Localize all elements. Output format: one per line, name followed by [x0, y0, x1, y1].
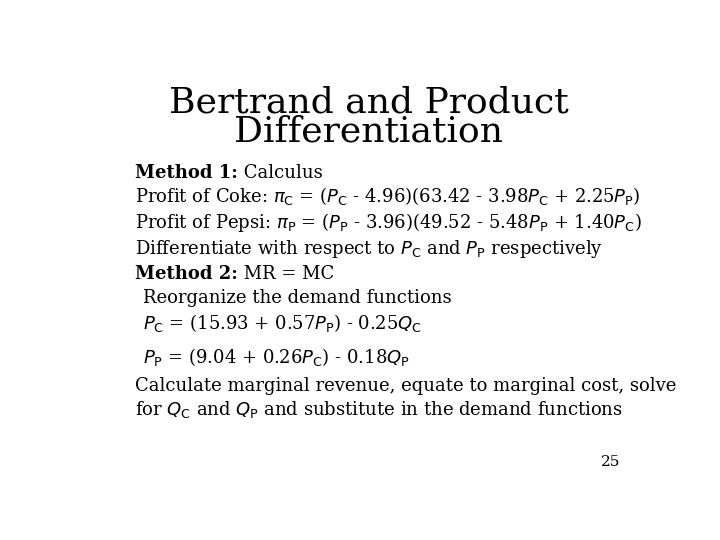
- Text: Calculate marginal revenue, equate to marginal cost, solve: Calculate marginal revenue, equate to ma…: [135, 377, 676, 395]
- Text: Differentiate with respect to $P_{\mathsf{C}}$ and $P_{\mathsf{P}}$ respectively: Differentiate with respect to $P_{\maths…: [135, 238, 603, 260]
- Text: Bertrand and Product: Bertrand and Product: [169, 85, 569, 119]
- Text: Reorganize the demand functions: Reorganize the demand functions: [143, 289, 451, 307]
- Text: $P_{\mathsf{P}}$ = (9.04 + 0.26$P_{\mathsf{C}}$) - 0.18$Q_{\mathsf{P}}$: $P_{\mathsf{P}}$ = (9.04 + 0.26$P_{\math…: [143, 346, 410, 368]
- Text: Differentiation: Differentiation: [235, 114, 503, 148]
- Text: Method 2:: Method 2:: [135, 265, 238, 282]
- Text: Profit of Coke: $\pi_{\mathsf{C}}$ = ($P_{\mathsf{C}}$ - 4.96)(63.42 - 3.98$P_{\: Profit of Coke: $\pi_{\mathsf{C}}$ = ($P…: [135, 185, 640, 207]
- Text: $P_{\mathsf{C}}$ = (15.93 + 0.57$P_{\mathsf{P}}$) - 0.25$Q_{\mathsf{C}}$: $P_{\mathsf{C}}$ = (15.93 + 0.57$P_{\mat…: [143, 313, 422, 334]
- Text: MR = MC: MR = MC: [238, 265, 334, 282]
- Text: for $Q_{\mathsf{C}}$ and $Q_{\mathsf{P}}$ and substitute in the demand functions: for $Q_{\mathsf{C}}$ and $Q_{\mathsf{P}}…: [135, 400, 623, 421]
- Text: 25: 25: [600, 455, 620, 469]
- Text: Profit of Pepsi: $\pi_{\mathsf{P}}$ = ($P_{\mathsf{P}}$ - 3.96)(49.52 - 5.48$P_{: Profit of Pepsi: $\pi_{\mathsf{P}}$ = ($…: [135, 211, 642, 234]
- Text: Method 1:: Method 1:: [135, 164, 238, 182]
- Text: Calculus: Calculus: [238, 164, 323, 182]
